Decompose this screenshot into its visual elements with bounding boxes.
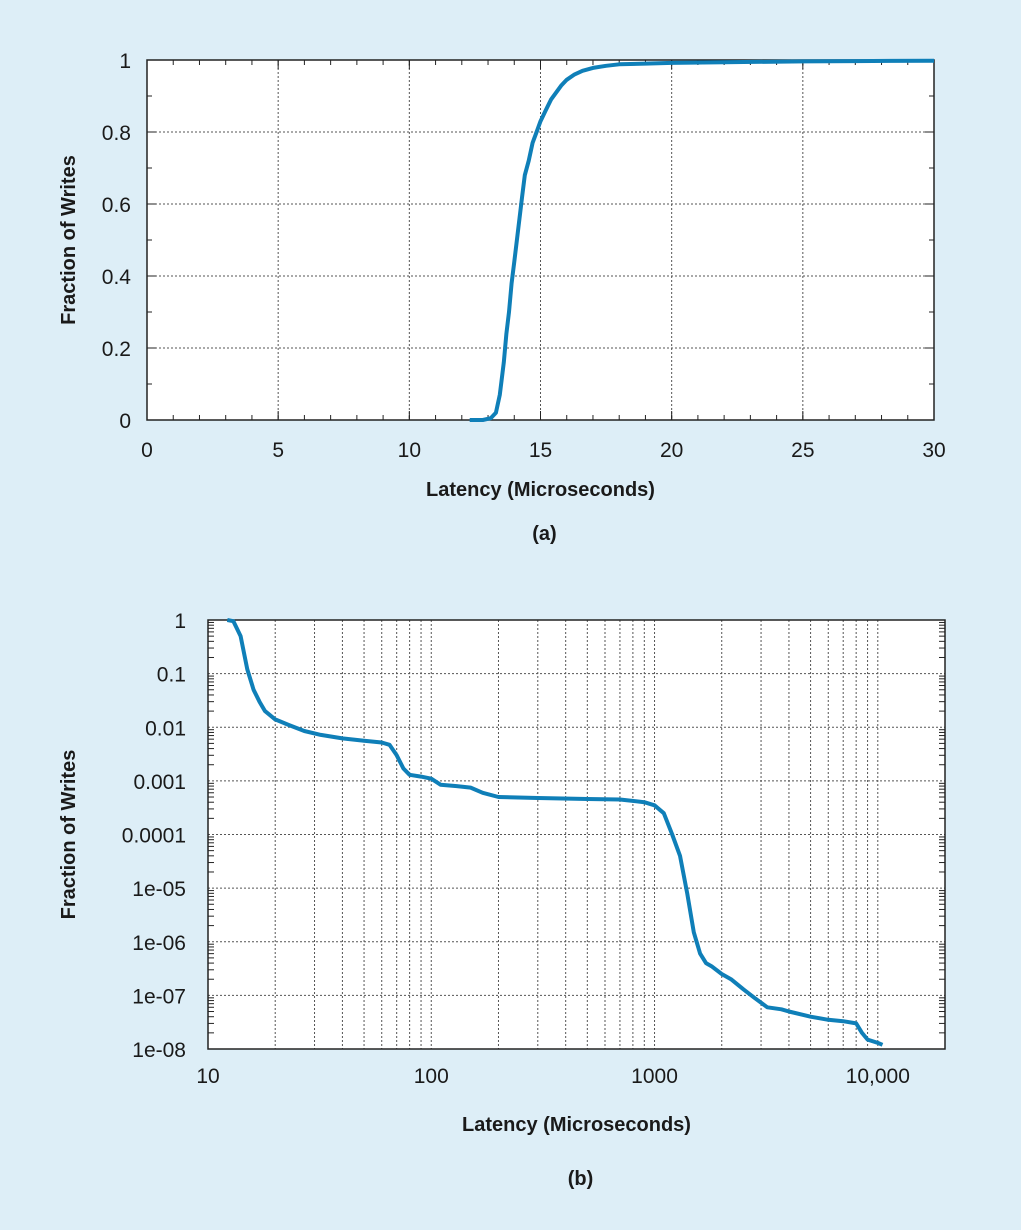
- panel-a-label: (a): [532, 523, 556, 545]
- panel-b-y-tick-label: 1e-08: [132, 1039, 186, 1062]
- panel-a-x-tick-label: 25: [791, 439, 814, 462]
- panel-a-x-tick-label: 10: [398, 439, 421, 462]
- panel-a-y-tick-label: 0.8: [102, 122, 131, 145]
- panel-b-y-tick-label: 1e-07: [132, 985, 186, 1008]
- panel-b-y-tick-label: 0.001: [133, 771, 186, 794]
- panel-b-y-tick-label: 0.1: [157, 664, 186, 687]
- panel-b-x-tick-label: 10: [196, 1065, 219, 1088]
- panel-a-series-line: [469, 58, 935, 422]
- panel-b-y-axis-label: Fraction of Writes: [58, 750, 80, 920]
- panel-a-chart: 0 5 10 15 20 25 30 0 0.2 0.4 0.6 0.8 1 Latency (Micro…: [58, 50, 946, 545]
- panel-a-y-tick-label: 0.4: [102, 266, 132, 289]
- panel-b-label: (b): [568, 1168, 594, 1190]
- panel-b-x-tick-label: 1000: [631, 1065, 678, 1088]
- panel-a-x-tick-label: 15: [529, 439, 552, 462]
- panel-a-x-tick-label: 20: [660, 439, 683, 462]
- panel-b-y-tick-label: 0.01: [145, 717, 186, 740]
- panel-b-grid: [208, 620, 945, 1049]
- panel-a-x-axis-label: Latency (Microseconds): [426, 479, 655, 501]
- panel-a-frame: [146, 59, 935, 421]
- panel-b-y-tick-label: 1e-05: [132, 878, 186, 901]
- panel-b-y-tick-label: 1e-06: [132, 932, 186, 955]
- panel-a-y-tick-label: 1: [119, 50, 131, 73]
- panel-b-series-line: [226, 618, 884, 1047]
- panel-b-x-axis-label: Latency (Microseconds): [462, 1114, 691, 1136]
- panel-b-x-tick-label: 100: [414, 1065, 449, 1088]
- panel-a-y-tick-label: 0.6: [102, 194, 131, 217]
- panel-a-x-tick-label: 0: [141, 439, 153, 462]
- panel-b-frame: [207, 619, 946, 1050]
- panel-a-y-axis-label: Fraction of Writes: [58, 155, 80, 325]
- panel-b-y-tick-label: 0.0001: [122, 825, 186, 848]
- panel-b-x-tick-label: 10,000: [846, 1065, 910, 1088]
- panel-a-x-tick-label: 5: [272, 439, 284, 462]
- panel-b-y-tick-label: 1: [174, 610, 186, 633]
- panel-b-chart: 10 100 1000 10,000 1 0.1 0.01 0.001 0.0001 1e-05 1…: [58, 610, 946, 1190]
- panel-a-y-tick-label: 0: [119, 410, 131, 433]
- panel-a-x-tick-label: 30: [922, 439, 945, 462]
- panel-a-y-tick-label: 0.2: [102, 338, 131, 361]
